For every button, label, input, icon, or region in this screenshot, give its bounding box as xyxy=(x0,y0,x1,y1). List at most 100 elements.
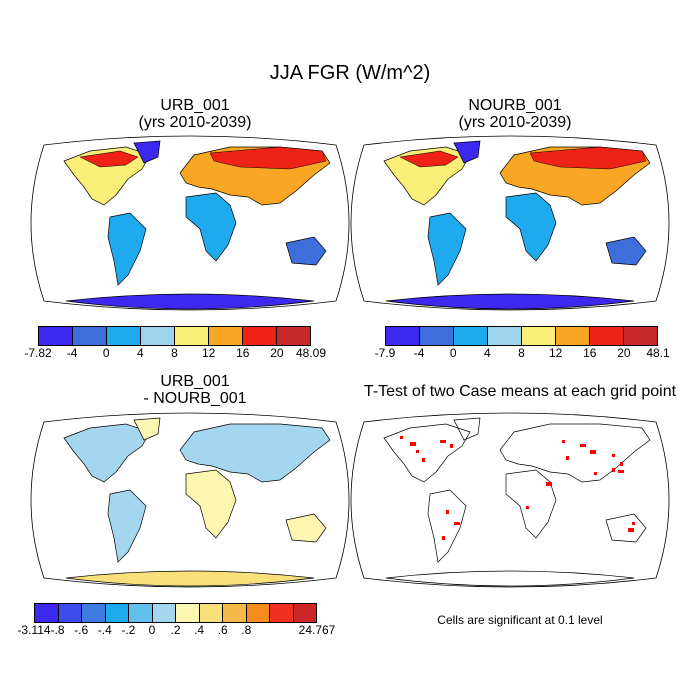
high-flux-region xyxy=(79,150,139,168)
colorbar-swatch xyxy=(522,327,556,345)
continent-namerica xyxy=(63,423,151,483)
colorbar-tick-label: -.4 xyxy=(97,623,112,637)
continent-antarctica xyxy=(65,570,315,587)
colorbar-swatch xyxy=(35,604,59,622)
significant-cell xyxy=(422,458,425,462)
continent-australia xyxy=(285,513,327,543)
panel-diff-title-line2: - NOURB_001 xyxy=(143,390,247,407)
significant-cell xyxy=(620,462,623,466)
colorbar-tick-label: 48.09 xyxy=(295,346,327,360)
colorbar-urb xyxy=(38,326,311,346)
panel-nourb-title-line2: (yrs 2010-2039) xyxy=(458,114,572,131)
colorbar-tick-label: 0 xyxy=(148,623,156,637)
significant-cell xyxy=(612,468,615,472)
colorbar-tick-label: 48.1 xyxy=(646,346,670,360)
continent-samerica xyxy=(107,212,147,286)
continent-antarctica xyxy=(65,293,315,310)
colorbar-swatch xyxy=(107,327,141,345)
colorbar-tick-label: 12 xyxy=(548,346,563,360)
colorbar-swatch xyxy=(420,327,454,345)
continent-greenland xyxy=(453,417,481,441)
map-urb xyxy=(30,135,350,311)
significant-cell xyxy=(410,442,416,446)
panel-ttest-title: T-Test of two Case means at each grid po… xyxy=(363,383,677,400)
colorbar-tick-label: 16 xyxy=(236,346,250,360)
significant-cell xyxy=(454,522,460,525)
colorbar-tick-label: .4 xyxy=(194,623,205,637)
colorbar-tick-label: .6 xyxy=(217,623,228,637)
map-outline xyxy=(30,412,350,588)
high-flux-region xyxy=(399,150,459,168)
significance-note: Cells are significant at 0.1 level xyxy=(437,613,603,627)
colorbar-nourb-labels: -7.9 -4 0 4 8 12 16 20 48.1 xyxy=(375,346,670,360)
colorbar-tick-label: 8 xyxy=(171,346,178,360)
significant-cell xyxy=(440,440,446,443)
continent-eurasia xyxy=(499,423,651,483)
colorbar-swatch xyxy=(176,604,200,622)
significant-cell xyxy=(594,472,597,475)
colorbar-tick-label: .2 xyxy=(170,623,181,637)
continent-samerica xyxy=(427,212,467,286)
continent-africa xyxy=(185,469,237,539)
colorbar-difference-labels: -3.114 -.8 -.6 -.4 -.2 0 .2 .4 .6 .8 24.767 xyxy=(17,623,335,637)
panel-urb-title-line2: (yrs 2010-2039) xyxy=(138,114,252,131)
continent-australia xyxy=(605,513,647,543)
colorbar-swatch xyxy=(223,604,247,622)
continent-africa xyxy=(505,192,557,262)
colorbar-swatch xyxy=(209,327,243,345)
colorbar-tick-label: 0 xyxy=(102,346,110,360)
colorbar-tick-label: 24.767 xyxy=(298,623,336,637)
colorbar-swatch xyxy=(590,327,624,345)
map-difference xyxy=(30,412,350,588)
continent-africa xyxy=(185,192,237,262)
colorbar-swatch xyxy=(293,604,316,622)
significant-cell xyxy=(628,528,634,532)
colorbar-tick-label: 16 xyxy=(583,346,597,360)
significant-cell xyxy=(590,450,596,454)
significant-cell xyxy=(580,444,586,447)
map-outline xyxy=(30,135,350,311)
colorbar-swatch xyxy=(199,604,223,622)
colorbar-swatch xyxy=(277,327,310,345)
continent-antarctica xyxy=(385,570,635,587)
colorbar-swatch xyxy=(175,327,209,345)
colorbar-urb-labels: -7.82 -4 0 4 8 12 16 20 48.09 xyxy=(24,346,326,360)
panel-urb-title: URB_001 (yrs 2010-2039) xyxy=(40,97,350,131)
colorbar-tick-label: 8 xyxy=(518,346,525,360)
colorbar-swatch xyxy=(488,327,522,345)
colorbar-tick-label: -.6 xyxy=(74,623,89,637)
map-outline xyxy=(350,135,670,311)
colorbar-tick-label: 20 xyxy=(270,346,284,360)
high-flux-region xyxy=(529,146,647,170)
colorbar-tick-label: -7.82 xyxy=(24,346,52,360)
significant-cell xyxy=(562,440,565,443)
colorbar-swatch xyxy=(73,327,107,345)
panel-diff-title: URB_001 - NOURB_001 xyxy=(40,373,350,407)
colorbar-tick-label: 12 xyxy=(201,346,216,360)
continent-samerica xyxy=(107,489,147,563)
significant-cell xyxy=(618,470,624,473)
colorbar-tick-label: -4 xyxy=(413,346,425,360)
continent-antarctica xyxy=(385,293,635,310)
colorbar-swatch xyxy=(129,604,153,622)
colorbar-swatch xyxy=(556,327,590,345)
significant-cell xyxy=(446,510,449,514)
significant-cell xyxy=(526,506,529,509)
map-outline xyxy=(350,412,670,588)
figure-title: JJA FGR (W/m^2) xyxy=(269,62,431,84)
significant-cell xyxy=(450,444,453,448)
continent-namerica xyxy=(383,423,471,483)
colorbar-swatch xyxy=(246,604,270,622)
colorbar-tick-label: -7.9 xyxy=(374,346,396,360)
colorbar-tick-label: 0 xyxy=(449,346,457,360)
panel-nourb-title: NOURB_001 (yrs 2010-2039) xyxy=(360,97,670,131)
continent-eurasia xyxy=(179,423,331,483)
colorbar-swatch xyxy=(58,604,82,622)
continent-greenland xyxy=(453,140,481,164)
significant-cell xyxy=(612,454,615,457)
colorbar-tick-label: .8 xyxy=(241,623,252,637)
colorbar-swatch xyxy=(39,327,73,345)
continent-australia xyxy=(605,236,647,266)
colorbar-swatch xyxy=(624,327,657,345)
colorbar-tick-label: -3.114 xyxy=(17,623,51,637)
